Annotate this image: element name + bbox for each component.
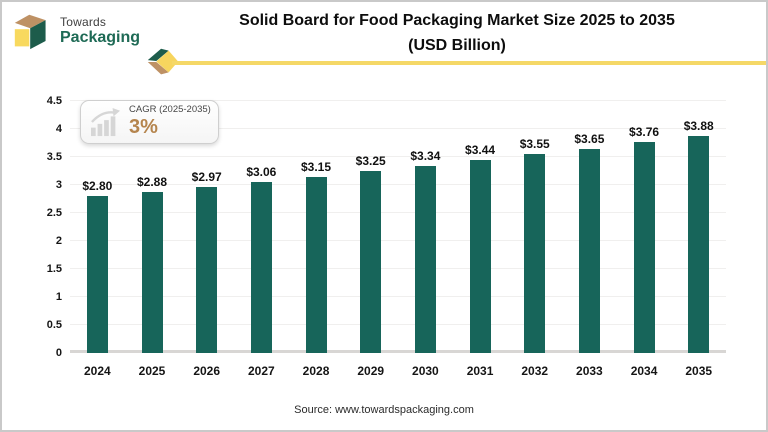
bar-column-2028: $3.15 [289,101,344,353]
title-line-2: (USD Billion) [408,37,506,54]
x-label-2033: 2033 [576,364,603,378]
bar-column-2033: $3.65 [562,101,617,353]
x-label-2024: 2024 [83,364,111,378]
gridline [70,100,726,101]
x-label-2031: 2031 [466,364,494,378]
bar-column-2031: $3.44 [453,101,508,353]
logo-towards-text: Towards [60,14,107,29]
bar-2030: $3.34 [410,149,440,353]
title-line-1: Solid Board for Food Packaging Market Si… [239,12,675,29]
y-tick-label: 3 [55,179,62,191]
bar-value-label: $3.65 [574,131,605,146]
bar-value-label: $3.88 [683,118,714,133]
bar-2027: $3.06 [246,165,276,353]
y-tick-label: 0.5 [46,319,62,331]
bar-column-2029: $3.25 [343,101,398,353]
cagr-label: CAGR (2025-2035) [129,104,211,116]
bar-column-2027: $3.06 [234,101,289,353]
gridline [70,212,726,213]
cagr-value: 3% [129,115,158,138]
y-tick-label: 1 [55,291,62,303]
y-tick-label: 4 [55,123,62,135]
bar-column-2030: $3.34 [398,101,453,353]
bar-2026: $2.97 [192,170,222,353]
gridline [70,296,726,297]
plot-area: $2.80 $2.88 $2.97 $3.06 $3.15 $3.25 $3.34 $3.44… [70,100,726,353]
x-label-2032: 2032 [521,364,549,378]
x-label-2029: 2029 [357,364,385,378]
bar-2035: $3.88 [684,119,714,353]
bar-value-label: $3.25 [355,154,386,168]
page-title: Solid Board for Food Packaging Market Si… [162,8,752,58]
bar-column-2032: $3.55 [507,101,562,353]
bar-column-2026: $2.97 [179,101,234,353]
towards-packaging-logo: Towards Packaging [12,12,140,50]
bar-2031: $3.44 [465,143,495,353]
gridline [70,128,726,129]
growth-chart-icon [91,107,121,137]
bar-column-2025: $2.88 [125,101,180,353]
x-label-2025: 2025 [138,364,166,378]
bar-2025: $2.88 [137,175,167,353]
y-tick-label: 0 [55,347,62,359]
bar-value-label: $3.34 [410,148,441,163]
divider-diamond-icon [147,48,179,75]
logo-packaging-text: Packaging [60,28,141,46]
bar-column-2024: $2.80 [70,101,125,353]
bar-value-label: $3.06 [246,164,277,179]
logo-text: Towards Packaging [60,14,141,47]
y-tick-label: 3.5 [46,151,62,163]
bar-value-label: $3.76 [629,125,660,140]
bar-column-2035: $3.88 [671,101,726,353]
bar-value-label: $3.15 [301,159,332,174]
x-axis: 2024 2025 2026 2027 2028 2029 2030 2031 2032 2033… [70,364,726,378]
bars-row: $2.80 $2.88 $2.97 $3.06 $3.15 $3.25 $3.34 $3.44… [70,101,726,353]
bar-2032: $3.55 [520,137,550,353]
bar-value-label: $2.88 [136,174,168,189]
bar-2033: $3.65 [574,132,604,353]
bar-value-label: $2.97 [191,169,222,184]
y-tick-label: 4.5 [46,95,62,107]
cagr-badge: CAGR (2025-2035) 3% [80,100,219,144]
x-label-2034: 2034 [630,364,658,378]
bar-2034: $3.76 [629,125,659,353]
y-axis: 4.5 4 3.5 3 2.5 2 1.5 1 0.5 0 [20,95,62,359]
gridline [70,184,726,185]
x-label-2035: 2035 [685,364,713,378]
y-tick-label: 1.5 [46,263,62,275]
y-tick-label: 2 [55,235,62,247]
bar-value-label: $3.55 [519,137,550,152]
x-label-2028: 2028 [302,364,330,378]
cagr-badge-texts: CAGR (2025-2035) 3% [129,104,211,139]
gridline [70,156,726,157]
x-label-2030: 2030 [412,364,439,378]
gridline [70,268,726,269]
logo-cube-icon [14,14,46,50]
gridline [70,324,726,325]
divider-line [172,61,766,65]
bar-value-label: $3.44 [465,143,496,158]
gridline [70,240,726,241]
x-label-2027: 2027 [248,364,275,378]
bar-2024: $2.80 [82,179,112,353]
y-tick-label: 2.5 [46,207,62,219]
bar-value-label: $2.80 [82,179,113,194]
x-axis-baseline [70,350,726,353]
source-text: Source: www.towardspackaging.com [294,404,474,416]
bar-column-2034: $3.76 [617,101,672,353]
bar-2028: $3.15 [301,160,331,353]
bar-2029: $3.25 [356,154,386,353]
x-label-2026: 2026 [193,364,221,378]
